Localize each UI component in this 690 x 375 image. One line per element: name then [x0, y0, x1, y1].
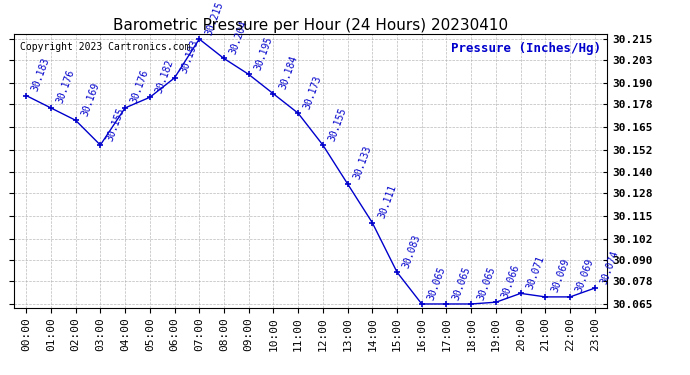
Text: 30.176: 30.176: [55, 69, 77, 105]
Text: 30.155: 30.155: [104, 106, 126, 142]
Text: 30.065: 30.065: [475, 265, 497, 301]
Text: 30.071: 30.071: [525, 254, 546, 291]
Text: 30.066: 30.066: [500, 263, 522, 299]
Text: 30.069: 30.069: [574, 258, 595, 294]
Text: 30.155: 30.155: [327, 106, 348, 142]
Text: Copyright 2023 Cartronics.com: Copyright 2023 Cartronics.com: [20, 42, 190, 52]
Text: 30.083: 30.083: [401, 233, 423, 269]
Text: 30.184: 30.184: [277, 54, 299, 91]
Text: 30.183: 30.183: [30, 56, 52, 93]
Text: 30.176: 30.176: [129, 69, 150, 105]
Text: 30.169: 30.169: [80, 81, 101, 117]
Text: 30.133: 30.133: [352, 144, 373, 181]
Text: 30.173: 30.173: [302, 74, 324, 111]
Text: 30.182: 30.182: [154, 58, 175, 94]
Text: 30.074: 30.074: [599, 249, 620, 285]
Text: Pressure (Inches/Hg): Pressure (Inches/Hg): [451, 42, 601, 55]
Text: 30.204: 30.204: [228, 19, 250, 56]
Title: Barometric Pressure per Hour (24 Hours) 20230410: Barometric Pressure per Hour (24 Hours) …: [113, 18, 508, 33]
Text: 30.069: 30.069: [549, 258, 571, 294]
Text: 30.065: 30.065: [451, 265, 472, 301]
Text: 30.065: 30.065: [426, 265, 447, 301]
Text: 30.193: 30.193: [179, 39, 200, 75]
Text: 30.195: 30.195: [253, 35, 275, 72]
Text: 30.215: 30.215: [204, 0, 225, 36]
Text: 30.111: 30.111: [377, 183, 398, 220]
